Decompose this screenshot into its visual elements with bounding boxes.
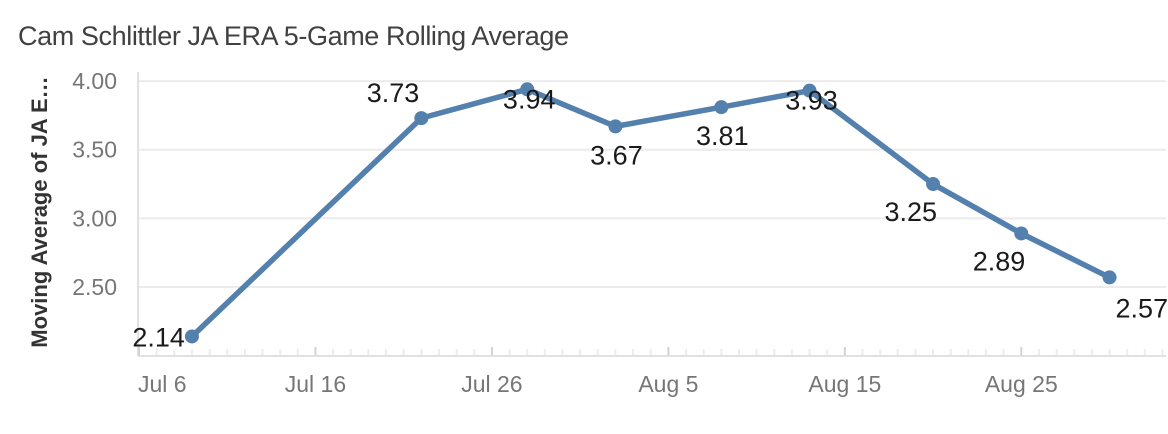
data-point-marker[interactable] [1102, 270, 1117, 285]
data-point-marker[interactable] [184, 329, 199, 344]
data-point-label: 2.89 [973, 246, 1026, 276]
x-axis-tick-label: Aug 25 [985, 371, 1058, 397]
x-axis-tick-label: Aug 15 [808, 371, 881, 397]
data-point-label: 2.14 [132, 322, 185, 352]
y-axis-tick-label: 4.00 [72, 68, 117, 94]
data-point-label: 3.94 [503, 84, 556, 114]
data-point-label: 3.81 [696, 121, 749, 151]
x-axis-tick-label: Jul 16 [285, 371, 346, 397]
chart-title: Cam Schlittler JA ERA 5-Game Rolling Ave… [18, 21, 569, 51]
data-point-label: 3.25 [885, 197, 938, 227]
data-point-label: 3.93 [785, 86, 838, 116]
x-axis-tick-label: Jul 6 [138, 371, 187, 397]
x-axis-tick-label: Jul 26 [461, 371, 522, 397]
data-point-label: 3.73 [367, 78, 420, 108]
data-point-marker[interactable] [1014, 226, 1029, 241]
data-point-marker[interactable] [714, 100, 729, 115]
data-point-marker[interactable] [414, 111, 429, 126]
data-point-marker[interactable] [520, 82, 535, 97]
data-point-marker[interactable] [802, 83, 817, 98]
data-point-marker[interactable] [608, 119, 623, 134]
x-axis-tick-label: Aug 5 [638, 371, 698, 397]
data-point-marker[interactable] [926, 177, 941, 192]
data-point-label: 3.67 [590, 140, 643, 170]
data-point-label: 2.57 [1116, 293, 1168, 323]
series-line[interactable] [189, 86, 1113, 340]
y-axis-tick-label: 3.50 [72, 137, 117, 163]
y-axis-tick-label: 2.50 [72, 274, 117, 300]
y-axis-tick-label: 3.00 [72, 205, 117, 231]
